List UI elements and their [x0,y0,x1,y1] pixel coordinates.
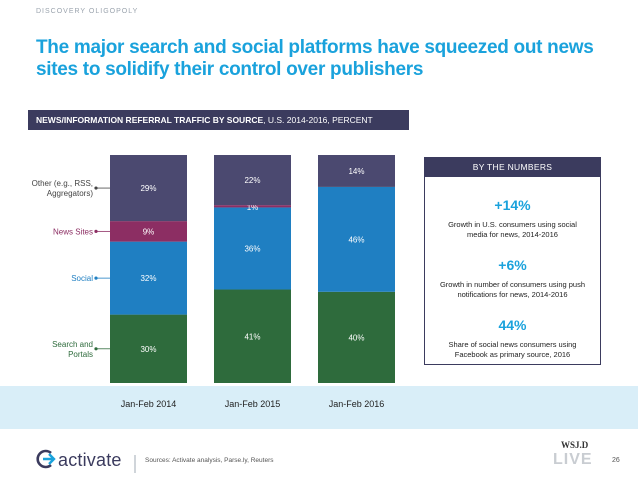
data-label: 46% [348,235,364,244]
live-logo: LIVE [553,451,593,468]
data-label: 1% [247,203,259,212]
legend-label: News Sites [53,227,93,236]
x-tick-label: Jan-Feb 2016 [329,399,385,409]
activate-logo-text: activate [58,450,122,470]
data-label: 41% [244,332,260,341]
bar-segment [214,155,291,206]
by-the-numbers-title: BY THE NUMBERS [425,158,600,177]
bar-segment [110,241,187,315]
legend-label: Portals [68,350,93,359]
x-tick-label: Jan-Feb 2014 [121,399,177,409]
stat-description: Growth in number of consumers using push… [439,280,586,299]
bar-segment [318,186,395,292]
stat-item: +6% Growth in number of consumers using … [425,256,600,300]
data-label: 32% [140,274,156,283]
stat-value: +14% [494,197,531,213]
data-label: 40% [348,333,364,342]
stat-value: +6% [498,257,527,273]
data-label: 9% [143,227,155,236]
chart-title-banner: NEWS/INFORMATION REFERRAL TRAFFIC BY SOU… [28,110,409,130]
chart-title-bold: NEWS/INFORMATION REFERRAL TRAFFIC BY SOU… [36,115,264,125]
wsjd-logo: WSJ.D [561,440,589,450]
legend-dot [94,186,98,190]
legend-label: Social [71,274,93,283]
page-title: The major search and social platforms ha… [36,37,606,81]
stat-description: Growth in U.S. consumers using social me… [448,220,577,239]
data-label: 22% [244,176,260,185]
chart-title-rest: , U.S. 2014-2016, PERCENT [263,115,373,125]
stat-description: Share of social news consumers using Fac… [448,340,577,359]
stat-value: 44% [498,317,527,333]
stat-item: +14% Growth in U.S. consumers using soci… [425,196,600,240]
bar-segment [214,289,291,383]
bar-segment [110,155,187,222]
page-title-line-1: The major search and social platforms ha… [36,37,594,58]
data-label: 14% [348,167,364,176]
bar-segment [214,205,291,208]
data-label: 30% [140,345,156,354]
page-number: 26 [612,457,620,464]
x-tick-label: Jan-Feb 2015 [225,399,281,409]
data-label: 36% [244,244,260,253]
sources-note: Sources: Activate analysis, Parse.ly, Re… [145,457,274,464]
bar-segment [318,155,395,187]
section-tag: DISCOVERY OLIGOPOLY [36,8,139,15]
data-label: 29% [140,184,156,193]
bar-segment [110,314,187,383]
bar-segment [318,291,395,383]
legend-dot [94,229,98,233]
activate-logo-icon [36,449,56,469]
bar-segment [110,221,187,242]
page-title-line-2: sites to solidify their control over pub… [36,59,424,80]
footer-divider [134,455,136,473]
legend-label: Other (e.g., RSS, [32,179,93,188]
bar-segment [214,207,291,290]
legend-label: Aggregators) [47,189,94,198]
by-the-numbers-panel: BY THE NUMBERS +14% Growth in U.S. consu… [424,157,601,365]
chart-axis-band [0,386,638,429]
legend-dot [94,347,98,351]
legend-label: Search and [52,340,93,349]
stat-item: 44% Share of social news consumers using… [425,316,600,360]
legend-dot [94,276,98,280]
